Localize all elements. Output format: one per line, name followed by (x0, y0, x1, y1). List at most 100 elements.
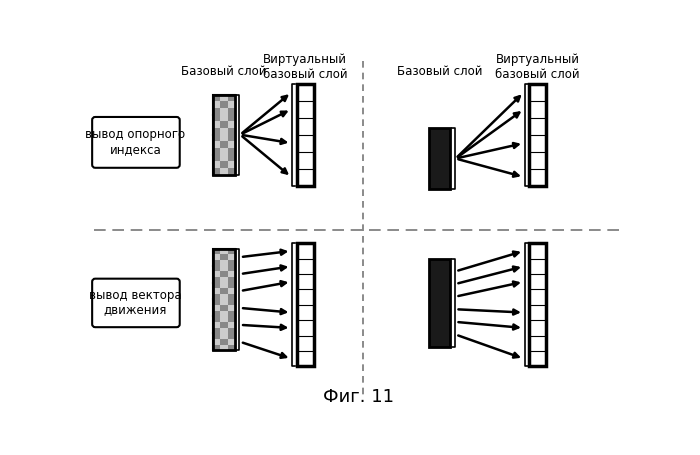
Bar (220, 101, 228, 108)
Bar (220, 344, 228, 350)
Text: Виртуальный
базовый слой: Виртуальный базовый слой (496, 53, 580, 81)
Bar (213, 155, 234, 175)
Bar (228, 142, 234, 148)
Bar (228, 344, 234, 350)
Bar (228, 168, 234, 175)
Bar (228, 115, 234, 121)
Bar (213, 316, 220, 322)
Bar (220, 299, 228, 305)
Bar (228, 271, 234, 277)
Bar (220, 294, 228, 299)
Bar (220, 162, 228, 168)
Bar (228, 305, 234, 311)
Bar (220, 121, 228, 128)
Text: вывод вектора
движения: вывод вектора движения (89, 288, 182, 317)
Bar (213, 148, 220, 155)
Bar (220, 128, 228, 135)
Bar (213, 135, 220, 142)
Bar (213, 277, 220, 283)
Bar (220, 277, 228, 283)
Bar (213, 95, 234, 175)
Bar (228, 254, 234, 260)
Bar (213, 283, 234, 299)
Bar (228, 316, 234, 322)
Bar (213, 334, 220, 339)
Text: Базовый слой: Базовый слой (397, 65, 482, 78)
Bar (428, 128, 450, 189)
Bar (228, 108, 234, 115)
Bar (213, 248, 234, 350)
Bar (220, 148, 228, 155)
Bar (529, 84, 546, 186)
Bar (220, 271, 228, 277)
Bar (228, 148, 234, 155)
Bar (228, 135, 234, 142)
Bar (297, 84, 314, 186)
Bar (220, 260, 228, 266)
Bar (213, 260, 220, 266)
Bar (228, 248, 234, 254)
Bar (213, 254, 220, 260)
Bar (220, 115, 228, 121)
Bar (213, 294, 220, 299)
Text: Фиг. 11: Фиг. 11 (323, 388, 394, 406)
Bar (213, 248, 234, 266)
Bar (228, 95, 234, 101)
Bar (213, 115, 220, 121)
Bar (220, 248, 228, 254)
Bar (213, 115, 234, 135)
Bar (213, 121, 220, 128)
Bar (213, 155, 220, 162)
Bar (213, 128, 220, 135)
Bar (228, 299, 234, 305)
Bar (213, 316, 234, 334)
Bar (213, 288, 220, 294)
Bar (220, 316, 228, 322)
Bar (213, 135, 234, 155)
Bar (228, 328, 234, 334)
Bar (220, 328, 228, 334)
Bar (228, 121, 234, 128)
Bar (529, 243, 546, 366)
Bar (228, 260, 234, 266)
Bar (220, 168, 228, 175)
Text: Базовый слой: Базовый слой (181, 65, 267, 78)
Bar (228, 294, 234, 299)
Bar (220, 155, 228, 162)
Bar (228, 283, 234, 288)
Bar (213, 328, 220, 334)
Bar (213, 299, 234, 316)
Bar (428, 258, 450, 347)
Bar (228, 288, 234, 294)
Bar (213, 95, 220, 101)
Bar (213, 248, 220, 254)
Bar (228, 339, 234, 344)
Bar (213, 266, 234, 283)
Bar (213, 101, 220, 108)
Bar (228, 322, 234, 328)
Text: вывод опорного
индекса: вывод опорного индекса (85, 128, 186, 157)
Bar (220, 254, 228, 260)
Bar (228, 334, 234, 339)
Bar (228, 266, 234, 271)
Bar (220, 305, 228, 311)
Bar (213, 311, 220, 316)
Bar (213, 299, 220, 305)
Bar (213, 168, 220, 175)
Bar (220, 322, 228, 328)
Bar (228, 155, 234, 162)
Bar (220, 142, 228, 148)
Bar (213, 334, 234, 350)
Bar (220, 339, 228, 344)
Bar (213, 322, 220, 328)
Bar (228, 101, 234, 108)
Bar (220, 288, 228, 294)
FancyBboxPatch shape (92, 117, 180, 168)
Bar (220, 334, 228, 339)
Bar (228, 277, 234, 283)
Bar (220, 135, 228, 142)
Text: Виртуальный
базовый слой: Виртуальный базовый слой (263, 53, 348, 81)
Bar (220, 283, 228, 288)
Bar (228, 162, 234, 168)
Bar (220, 95, 228, 101)
